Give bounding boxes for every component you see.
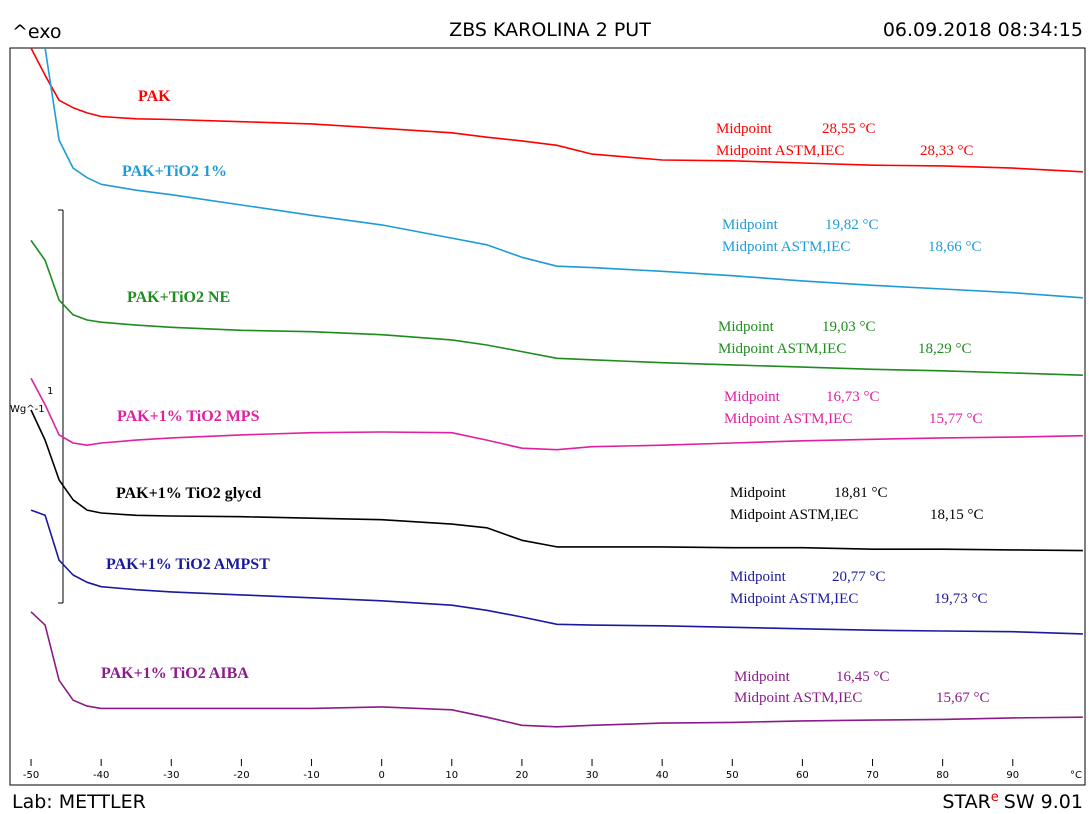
x-tick-label: 90 [1006, 770, 1019, 781]
software: STARe SW 9.01 [942, 790, 1083, 813]
midpoint-label: Midpoint [730, 485, 787, 501]
curve-label: PAK+TiO2 1% [122, 163, 227, 180]
astm-label: Midpoint ASTM,IEC [716, 143, 844, 159]
curve [30, 611, 1083, 728]
astm-value: 18,66 °C [928, 239, 982, 255]
midpoint-label: Midpoint [730, 569, 787, 585]
x-tick-label: 30 [586, 770, 599, 781]
x-tick-label: 50 [726, 770, 739, 781]
x-axis-label: °C [1070, 770, 1082, 781]
lab: Lab: METTLER [12, 791, 146, 813]
curve [30, 47, 1083, 173]
x-tick-label: -20 [233, 770, 249, 781]
midpoint-value: 16,73 °C [826, 389, 880, 405]
x-tick-label: 0 [378, 770, 384, 781]
midpoint-label: Midpoint [724, 389, 781, 405]
midpoint-value: 20,77 °C [832, 569, 886, 585]
midpoint-value: 28,55 °C [822, 121, 876, 137]
curve [30, 377, 1083, 451]
date: 06.09.2018 08:34:15 [883, 19, 1083, 41]
scale-unit: Wg^-1 [10, 404, 45, 415]
curve [30, 509, 1083, 635]
exo-label: ^exo [12, 21, 62, 43]
curve [44, 47, 1083, 299]
curve-label: PAK+1% TiO2 AIBA [101, 665, 249, 682]
curve-label: PAK [138, 88, 171, 105]
curve [30, 409, 1083, 552]
midpoint-label: Midpoint [722, 217, 779, 233]
astm-value: 18,15 °C [930, 507, 984, 523]
x-tick-label: -30 [163, 770, 179, 781]
astm-label: Midpoint ASTM,IEC [718, 341, 846, 357]
x-tick-label: 80 [936, 770, 949, 781]
scale-value: 1 [47, 386, 53, 397]
astm-value: 28,33 °C [920, 143, 974, 159]
plot-frame [9, 47, 1086, 786]
midpoint-value: 16,45 °C [836, 669, 890, 685]
astm-value: 18,29 °C [918, 341, 972, 357]
midpoint-value: 19,82 °C [825, 217, 879, 233]
x-tick-label: -50 [23, 770, 39, 781]
astm-label: Midpoint ASTM,IEC [730, 507, 858, 523]
x-tick-label: 10 [445, 770, 458, 781]
x-tick-label: 60 [796, 770, 809, 781]
midpoint-label: Midpoint [716, 121, 773, 137]
curve-label: PAK+1% TiO2 MPS [117, 408, 260, 425]
astm-value: 19,73 °C [934, 591, 988, 607]
chart-title: ZBS KAROLINA 2 PUT [449, 19, 651, 41]
x-tick-label: 70 [866, 770, 879, 781]
astm-label: Midpoint ASTM,IEC [730, 591, 858, 607]
curve [30, 239, 1083, 376]
astm-value: 15,67 °C [936, 690, 990, 706]
midpoint-value: 18,81 °C [834, 485, 888, 501]
software-sup: e [991, 790, 999, 805]
astm-label: Midpoint ASTM,IEC [724, 411, 852, 427]
curve-label: PAK+1% TiO2 AMPST [106, 556, 270, 573]
curve-label: PAK+TiO2 NE [127, 289, 230, 306]
astm-value: 15,77 °C [929, 411, 983, 427]
astm-label: Midpoint ASTM,IEC [734, 690, 862, 706]
midpoint-label: Midpoint [718, 319, 775, 335]
astm-label: Midpoint ASTM,IEC [722, 239, 850, 255]
x-tick-label: 40 [656, 770, 669, 781]
x-tick-label: -40 [93, 770, 109, 781]
x-tick-label: 20 [516, 770, 529, 781]
x-tick-label: -10 [303, 770, 319, 781]
midpoint-label: Midpoint [734, 669, 791, 685]
software-name: STAR [942, 791, 990, 813]
software-version: SW 9.01 [1004, 791, 1083, 813]
midpoint-value: 19,03 °C [822, 319, 876, 335]
curve-label: PAK+1% TiO2 glycd [116, 485, 261, 502]
